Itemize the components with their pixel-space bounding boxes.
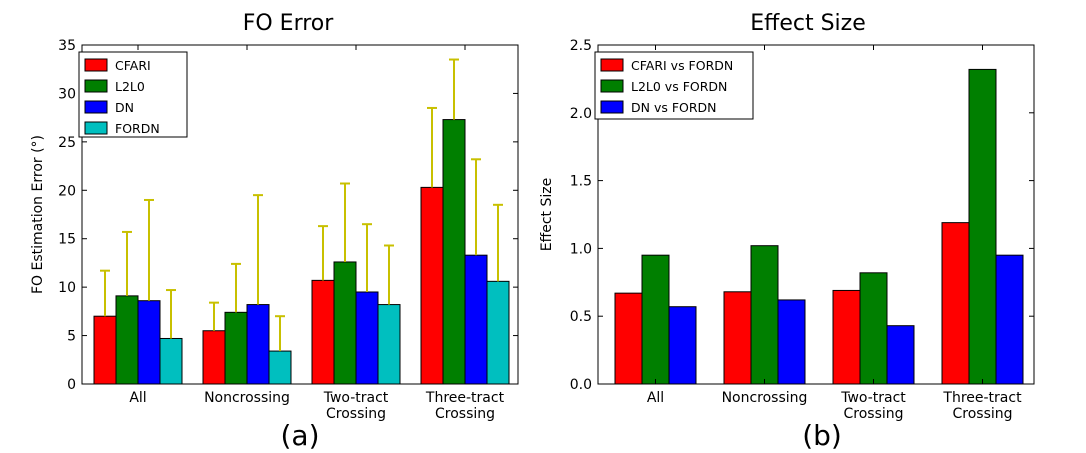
bar-fordn xyxy=(268,350,292,385)
y-tick-label: 0.0 xyxy=(570,377,592,393)
bar-cfari-vs-fordn xyxy=(614,292,643,385)
legend-label: FORDN xyxy=(115,121,160,136)
legend-label: DN xyxy=(115,100,134,115)
x-category-label: All xyxy=(647,390,664,406)
legend-swatch xyxy=(84,100,108,114)
y-tick-label: 30 xyxy=(58,86,76,102)
x-category-label: Noncrossing xyxy=(204,390,290,406)
x-category-label: Two-tract Crossing xyxy=(840,390,906,422)
bar-fordn xyxy=(159,337,183,385)
x-category-label-line: All xyxy=(129,390,146,406)
y-tick-label: 25 xyxy=(58,135,76,151)
y-tick-label: 20 xyxy=(58,183,76,199)
fo-error-chart: FO Error FO Estimation Error (°) (a) 0 5 10 15… xyxy=(30,11,519,452)
legend-label: DN vs FORDN xyxy=(631,100,717,115)
effect-size-chart: Effect Size Effect Size (b) 0.0 0.5 1.0 1.5 2.0… xyxy=(539,11,1035,452)
bar-cfari-vs-fordn xyxy=(723,291,752,385)
bar-l2l0 xyxy=(442,119,466,385)
bar-l2l0 xyxy=(333,261,357,385)
x-category-label-line: Noncrossing xyxy=(722,390,808,406)
bar-l2l0 xyxy=(224,311,248,385)
legend-swatch xyxy=(84,58,108,72)
x-category-label-line: Crossing xyxy=(952,406,1012,422)
bar-fordn xyxy=(486,280,510,385)
bar-dn-vs-fordn xyxy=(777,299,806,385)
y-tick-label: 0 xyxy=(67,377,76,393)
legend-label: L2L0 xyxy=(115,79,145,94)
legend-swatch xyxy=(84,79,108,93)
legend-swatch xyxy=(84,121,108,135)
legend-swatch xyxy=(600,79,624,93)
bar-fordn xyxy=(377,304,401,385)
chart-title: Effect Size xyxy=(750,11,865,36)
bar-cfari xyxy=(93,315,117,385)
legend-label: L2L0 vs FORDN xyxy=(631,79,727,94)
bar-l2l0-vs-fordn xyxy=(968,68,997,385)
x-category-label: Noncrossing xyxy=(722,390,808,406)
x-category-label-line: Two-tract xyxy=(323,390,389,406)
y-axis-label: FO Estimation Error (°) xyxy=(30,135,46,294)
bar-cfari-vs-fordn xyxy=(832,289,861,385)
bar-cfari xyxy=(420,186,444,385)
bar-cfari xyxy=(202,330,226,385)
x-category-label: Three-tract Crossing xyxy=(942,390,1022,422)
legend-swatch xyxy=(600,100,624,114)
y-tick-label: 0.5 xyxy=(570,309,592,325)
y-tick-label: 2.0 xyxy=(570,106,592,122)
panel-label: (a) xyxy=(280,419,319,452)
panel-label: (b) xyxy=(802,419,842,452)
bar-cfari-vs-fordn xyxy=(941,222,970,385)
y-tick-label: 1.0 xyxy=(570,241,592,257)
bar-dn xyxy=(355,291,379,385)
bar-l2l0-vs-fordn xyxy=(641,254,670,385)
legend-label: CFARI xyxy=(115,58,151,73)
legend-swatch xyxy=(600,58,624,72)
chart-title: FO Error xyxy=(243,11,335,36)
plot-frame xyxy=(597,44,1035,385)
x-category-label-line: Crossing xyxy=(326,406,386,422)
bar-dn-vs-fordn xyxy=(886,325,915,385)
bar-dn-vs-fordn xyxy=(668,306,697,385)
y-tick-label: 2.5 xyxy=(570,38,592,54)
bar-l2l0-vs-fordn xyxy=(750,245,779,385)
legend-label: CFARI vs FORDN xyxy=(631,58,733,73)
bar-cfari xyxy=(311,279,335,385)
x-category-label-line: Two-tract xyxy=(840,390,906,406)
x-category-label-line: Noncrossing xyxy=(204,390,290,406)
x-category-label-line: Crossing xyxy=(435,406,495,422)
bar-dn xyxy=(464,254,488,385)
y-tick-label: 1.5 xyxy=(570,174,592,190)
y-tick-label: 10 xyxy=(58,280,76,296)
bar-dn-vs-fordn xyxy=(995,254,1024,385)
x-category-label: Two-tract Crossing xyxy=(323,390,389,422)
x-category-label-line: Three-tract xyxy=(425,390,505,406)
x-category-label: Three-tract Crossing xyxy=(425,390,505,422)
x-category-label-line: Three-tract xyxy=(942,390,1022,406)
y-tick-label: 35 xyxy=(58,38,76,54)
x-category-label: All xyxy=(129,390,146,406)
y-tick-label: 15 xyxy=(58,232,76,248)
bar-l2l0-vs-fordn xyxy=(859,272,888,385)
y-axis-label: Effect Size xyxy=(539,178,555,251)
plot-frame xyxy=(81,44,519,385)
x-category-label-line: Crossing xyxy=(843,406,903,422)
x-category-label-line: All xyxy=(647,390,664,406)
y-tick-label: 5 xyxy=(67,329,76,345)
bar-l2l0 xyxy=(115,295,139,385)
bar-dn xyxy=(137,300,161,385)
bar-dn xyxy=(246,304,270,385)
